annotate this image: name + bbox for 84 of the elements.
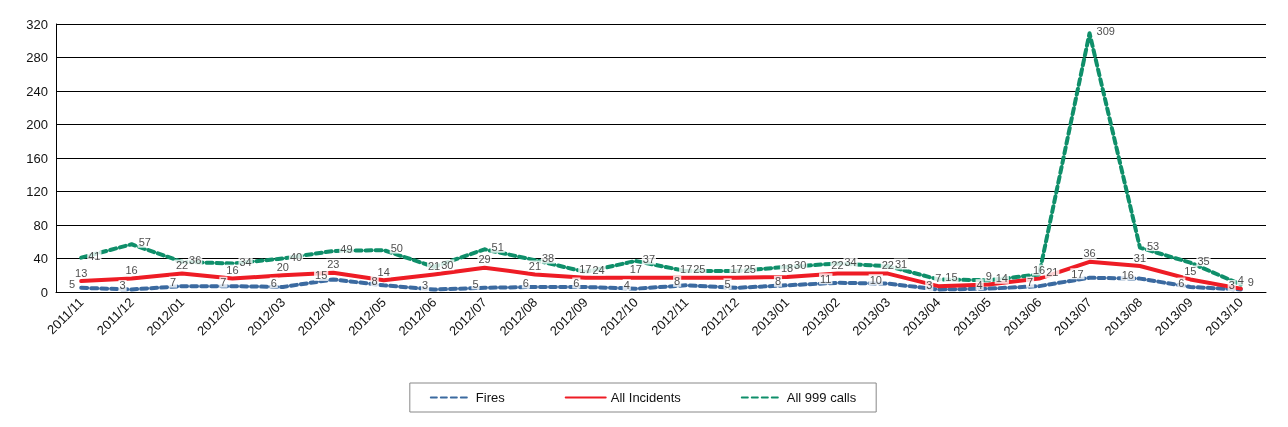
data-label: 21 <box>1046 266 1059 279</box>
data-label: 17 <box>730 263 743 276</box>
data-label: 3 <box>926 279 933 292</box>
data-label: 7 <box>169 276 177 289</box>
data-label: 9 <box>1247 276 1254 289</box>
data-label: 24 <box>592 263 605 276</box>
data-label: 7 <box>1027 276 1034 289</box>
data-label: 6 <box>573 276 580 289</box>
data-label: 17 <box>629 263 642 276</box>
data-label: 15 <box>1184 264 1197 277</box>
data-label: 16 <box>1121 268 1134 281</box>
data-label: 53 <box>1146 239 1160 252</box>
data-label: 36 <box>189 253 202 266</box>
data-label: 3 <box>1228 279 1235 292</box>
data-label: 309 <box>1096 25 1115 38</box>
data-label: 15 <box>945 271 958 284</box>
data-label: 4 <box>976 278 983 291</box>
data-label: 17 <box>1071 267 1084 280</box>
data-label: 57 <box>138 236 151 249</box>
data-label: 8 <box>674 275 681 288</box>
data-label: 35 <box>1197 254 1210 267</box>
data-label: 31 <box>1133 251 1147 264</box>
data-label: 16 <box>1033 264 1046 277</box>
data-label: 11 <box>820 272 832 285</box>
y-tick-label: 320 <box>26 16 48 32</box>
data-label: 6 <box>522 276 529 289</box>
data-label: 4 <box>623 278 630 291</box>
data-label: 30 <box>441 258 454 271</box>
data-label: 6 <box>270 276 277 289</box>
data-label: 21 <box>428 259 441 272</box>
y-tick-label: 160 <box>26 150 48 166</box>
data-label: 8 <box>371 275 378 288</box>
data-label: 6 <box>1178 276 1185 289</box>
data-label: 22 <box>881 259 894 272</box>
data-label: 21 <box>528 259 542 272</box>
data-label: 3 <box>119 279 126 292</box>
y-tick-label: 200 <box>26 117 48 132</box>
y-tick-label: 240 <box>26 83 48 99</box>
legend-label: Fires <box>475 390 506 405</box>
legend-label: All Incidents <box>610 390 682 405</box>
data-label: 31 <box>894 258 908 271</box>
data-label: 23 <box>327 258 340 271</box>
data-label: 25 <box>743 263 756 276</box>
data-label: 16 <box>125 264 138 277</box>
data-label: 10 <box>869 273 882 286</box>
data-label: 17 <box>680 263 693 276</box>
data-label: 8 <box>774 275 782 288</box>
data-label: 49 <box>340 242 353 255</box>
data-label: 9 <box>985 269 992 282</box>
data-label: 7 <box>220 276 227 289</box>
data-label: 20 <box>276 260 289 273</box>
data-label: 41 <box>88 249 101 262</box>
data-label: 34 <box>844 255 857 268</box>
legend-label: All 999 calls <box>786 390 857 405</box>
y-tick-label: 80 <box>33 217 48 233</box>
data-label: 51 <box>491 241 504 254</box>
data-label: 13 <box>75 266 88 279</box>
data-label: 37 <box>642 253 656 266</box>
data-label: 17 <box>579 263 592 276</box>
data-label: 5 <box>724 277 731 290</box>
data-label: 22 <box>175 259 189 272</box>
data-label: 14 <box>995 272 1008 285</box>
data-label: 50 <box>390 242 403 255</box>
y-tick-label: 40 <box>33 251 48 266</box>
data-label: 4 <box>1237 274 1244 287</box>
data-label: 29 <box>478 253 491 266</box>
data-label: 40 <box>289 250 303 263</box>
data-label: 34 <box>239 255 252 268</box>
data-label: 16 <box>226 264 239 277</box>
data-label: 22 <box>831 259 844 272</box>
y-tick-label: 280 <box>26 50 48 65</box>
data-label: 3 <box>422 279 429 292</box>
data-label: 15 <box>315 269 328 282</box>
data-label: 30 <box>794 258 807 271</box>
data-label: 18 <box>780 262 794 275</box>
y-tick-label: 120 <box>26 184 48 199</box>
data-label: 25 <box>693 263 706 276</box>
data-label: 14 <box>377 265 390 278</box>
data-label: 5 <box>69 277 76 290</box>
data-label: 5 <box>472 277 479 290</box>
data-label: 38 <box>541 252 555 265</box>
data-label: 7 <box>935 271 942 284</box>
y-tick-label: 0 <box>40 284 48 300</box>
data-label: 36 <box>1083 247 1096 260</box>
